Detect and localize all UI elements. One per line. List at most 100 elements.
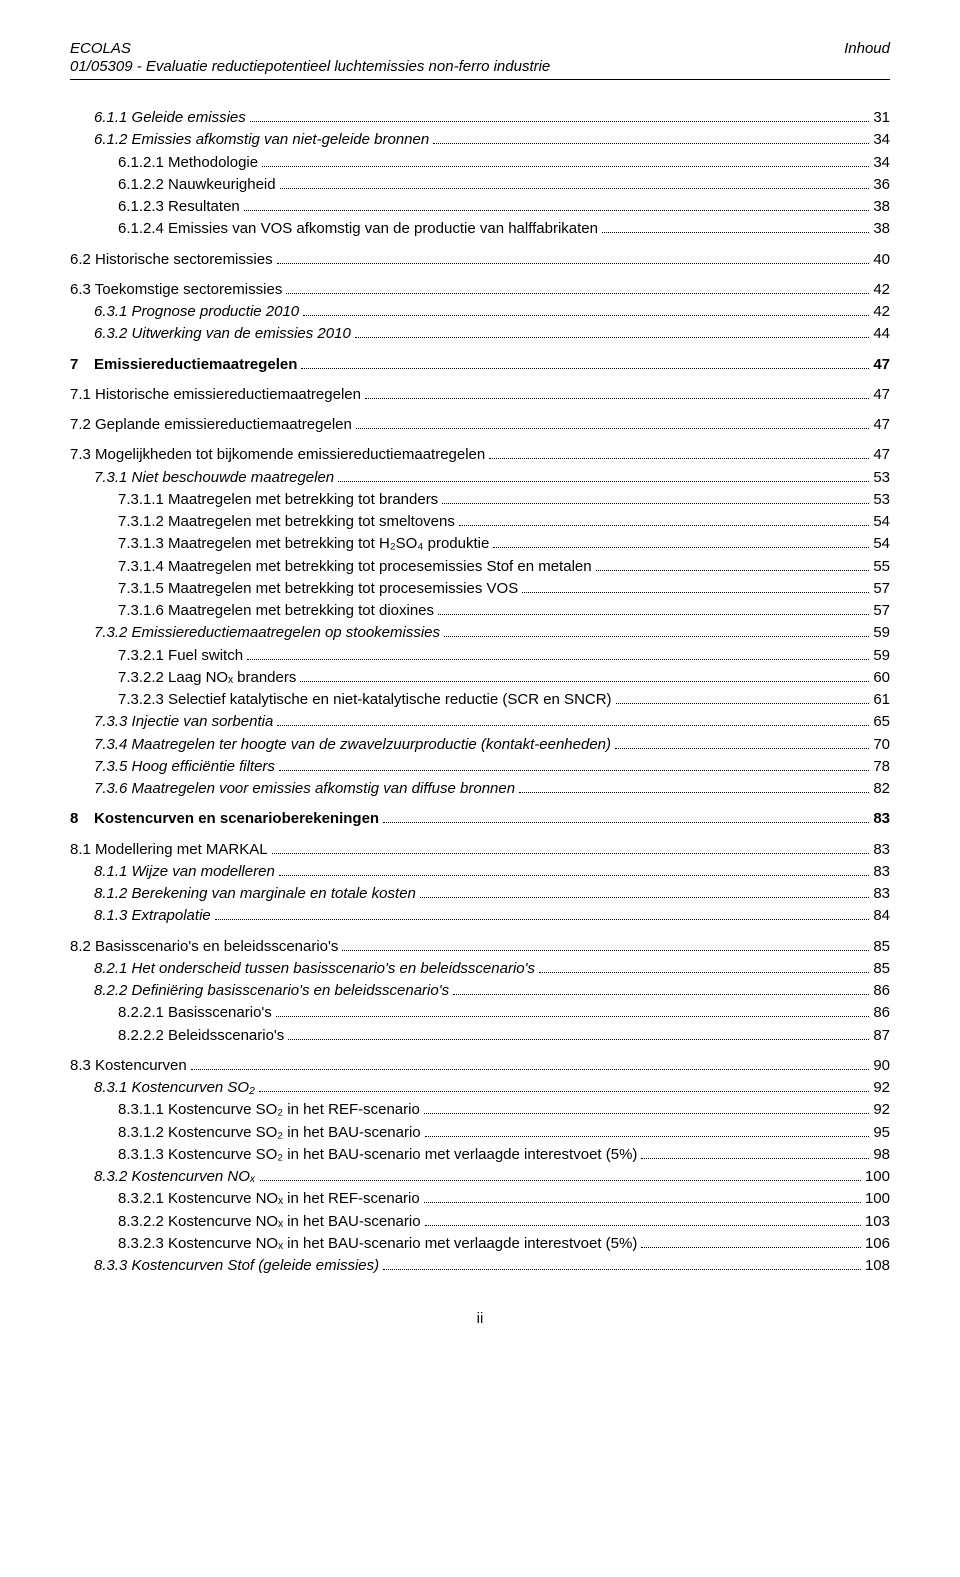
toc-leader — [444, 628, 869, 637]
toc-entry: 7.3.5 Hoog efficiëntie filters78 — [70, 757, 890, 777]
toc-chapter-label: 8Kostencurven en scenarioberekeningen — [70, 809, 379, 829]
toc-leader — [420, 889, 869, 898]
toc-page-number: 42 — [873, 280, 890, 300]
toc-entry-label: 7.2 Geplande emissiereductiemaatregelen — [70, 415, 352, 435]
toc-entry: 7.3.1.3 Maatregelen met betrekking tot H… — [70, 534, 890, 554]
toc-leader — [615, 740, 869, 749]
toc-entry: 7.3.1.1 Maatregelen met betrekking tot b… — [70, 490, 890, 510]
toc-page-number: 70 — [873, 735, 890, 755]
toc-page-number: 83 — [873, 884, 890, 904]
toc-entry-label: 8.3.2.1 Kostencurve NOₓ in het REF-scena… — [118, 1189, 420, 1209]
header-top-row: ECOLAS Inhoud — [70, 40, 890, 57]
toc-page-number: 55 — [873, 557, 890, 577]
toc-entry-label: 8.1 Modellering met MARKAL — [70, 840, 268, 860]
toc-page-number: 36 — [873, 175, 890, 195]
toc-page-number: 78 — [873, 757, 890, 777]
toc-leader — [602, 224, 869, 233]
toc-entry-label: 7.3.1.5 Maatregelen met betrekking tot p… — [118, 579, 518, 599]
toc-entry-label: 6.1.1 Geleide emissies — [94, 108, 246, 128]
toc-entry: 7.3.1 Niet beschouwde maatregelen53 — [70, 468, 890, 488]
toc-entry-label: 8.2.2.2 Beleidsscenario's — [118, 1026, 284, 1046]
toc-page-number: 57 — [873, 601, 890, 621]
toc-leader — [260, 1172, 861, 1181]
toc-leader — [433, 135, 869, 144]
toc-page-number: 84 — [873, 906, 890, 926]
toc-entry-label: 6.2 Historische sectoremissies — [70, 250, 273, 270]
header-left-sub: 01/05309 - Evaluatie reductiepotentieel … — [70, 58, 890, 75]
toc-leader — [301, 360, 869, 369]
toc-entry-label: 6.1.2.3 Resultaten — [118, 197, 240, 217]
toc-page-number: 87 — [873, 1026, 890, 1046]
toc-leader — [342, 942, 869, 951]
toc-leader — [522, 584, 869, 593]
toc-leader — [286, 285, 869, 294]
toc-entry-label: 6.1.2.2 Nauwkeurigheid — [118, 175, 276, 195]
toc-entry-label: 8.3.1.2 Kostencurve SO₂ in het BAU-scena… — [118, 1123, 421, 1143]
toc-page-number: 60 — [873, 668, 890, 688]
toc-entry-label: 8.1.3 Extrapolatie — [94, 906, 211, 926]
toc-page-number: 86 — [873, 981, 890, 1001]
toc-entry-label: 6.3 Toekomstige sectoremissies — [70, 280, 282, 300]
toc-entry: 8.3.2.2 Kostencurve NOₓ in het BAU-scena… — [70, 1212, 890, 1232]
toc-leader — [277, 717, 869, 726]
toc-entry: 8.1.2 Berekening van marginale en totale… — [70, 884, 890, 904]
toc-entry: 6.1.2.4 Emissies van VOS afkomstig van d… — [70, 219, 890, 239]
toc-page-number: 47 — [873, 385, 890, 405]
toc-page-number: 83 — [873, 862, 890, 882]
toc-leader — [303, 307, 869, 316]
toc-leader — [453, 986, 869, 995]
toc-entry-label: 8.2.1 Het onderscheid tussen basisscenar… — [94, 959, 535, 979]
toc-leader — [288, 1031, 869, 1040]
toc-entry: 8.3.2.1 Kostencurve NOₓ in het REF-scena… — [70, 1189, 890, 1209]
toc-entry-label: 8.2.2.1 Basisscenario's — [118, 1003, 272, 1023]
toc-entry: 6.1.2 Emissies afkomstig van niet-geleid… — [70, 130, 890, 150]
toc-entry-label: 8.3.2 Kostencurven NOₓ — [94, 1167, 256, 1187]
toc-page-number: 92 — [873, 1078, 890, 1098]
toc-page-number: 85 — [873, 937, 890, 957]
toc-entry-label: 8.3 Kostencurven — [70, 1056, 187, 1076]
toc-entry: 7.3.1.4 Maatregelen met betrekking tot p… — [70, 557, 890, 577]
toc-leader — [424, 1105, 870, 1114]
toc-leader — [641, 1150, 869, 1159]
footer-page-number: ii — [70, 1310, 890, 1327]
toc-entry: 8.3.2.3 Kostencurve NOₓ in het BAU-scena… — [70, 1234, 890, 1254]
toc-page-number: 90 — [873, 1056, 890, 1076]
toc-leader — [424, 1194, 861, 1203]
toc-page-number: 57 — [873, 579, 890, 599]
toc-entry-label: 7.1 Historische emissiereductiemaatregel… — [70, 385, 361, 405]
toc-page-number: 59 — [873, 623, 890, 643]
toc-leader — [338, 473, 869, 482]
toc-page-number: 59 — [873, 646, 890, 666]
toc-entry-label: 7.3.1.4 Maatregelen met betrekking tot p… — [118, 557, 592, 577]
toc-entry: 8.1 Modellering met MARKAL83 — [70, 840, 890, 860]
toc-leader — [250, 113, 870, 122]
toc-page-number: 47 — [873, 445, 890, 465]
toc-entry: 6.3 Toekomstige sectoremissies 42 — [70, 280, 890, 300]
toc-entry-label: 7.3.1 Niet beschouwde maatregelen — [94, 468, 334, 488]
toc-entry-label: 7.3.6 Maatregelen voor emissies afkomsti… — [94, 779, 515, 799]
toc-page-number: 34 — [873, 130, 890, 150]
toc-entry-label: 7.3.2 Emissiereductiemaatregelen op stoo… — [94, 623, 440, 643]
toc-page-number: 82 — [873, 779, 890, 799]
toc-entry-label: 8.3.2.3 Kostencurve NOₓ in het BAU-scena… — [118, 1234, 637, 1254]
toc-entry-label: 8.1.1 Wijze van modelleren — [94, 862, 275, 882]
toc-entry: 6.3.2 Uitwerking van de emissies 201044 — [70, 324, 890, 344]
toc-leader — [596, 562, 870, 571]
header-right-top: Inhoud — [844, 40, 890, 57]
toc-leader — [616, 695, 870, 704]
toc-leader — [641, 1239, 861, 1248]
toc-page-number: 108 — [865, 1256, 890, 1276]
page: ECOLAS Inhoud 01/05309 - Evaluatie reduc… — [0, 0, 960, 1357]
toc-entry: 6.2 Historische sectoremissies40 — [70, 250, 890, 270]
toc-leader — [425, 1217, 861, 1226]
toc-page-number: 54 — [873, 512, 890, 532]
toc-leader — [279, 867, 870, 876]
toc-entry: 8.2 Basisscenario's en beleidsscenario's… — [70, 937, 890, 957]
toc-leader — [355, 329, 870, 338]
header-left-top: ECOLAS — [70, 40, 131, 57]
toc-entry: 7.3.6 Maatregelen voor emissies afkomsti… — [70, 779, 890, 799]
toc-leader — [279, 762, 869, 771]
toc-entry: 7.3.2.2 Laag NOₓ branders60 — [70, 668, 890, 688]
toc-entry: 6.1.2.2 Nauwkeurigheid 36 — [70, 175, 890, 195]
toc-leader — [425, 1128, 870, 1137]
